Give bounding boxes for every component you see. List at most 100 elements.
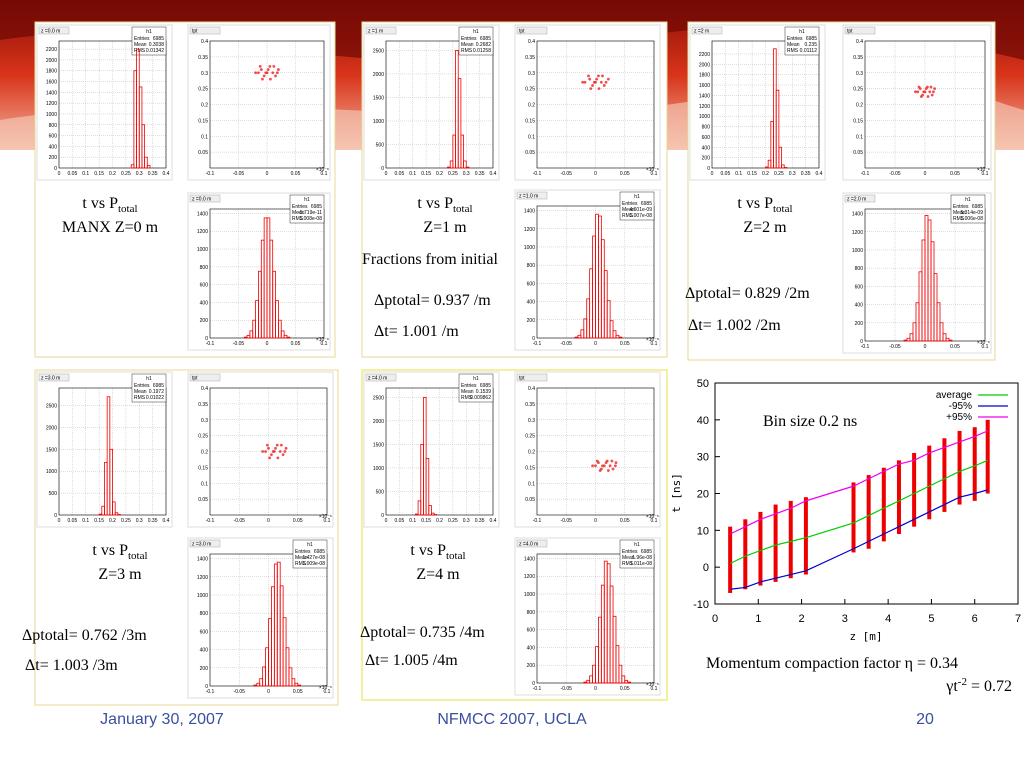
y-tick-label: 0.25 [525,434,535,440]
y-tick-label: 1200 [197,229,208,235]
y-tick-label: 600 [200,283,209,289]
x-tick-label: 0.1 [735,171,742,177]
range-bar [788,500,793,579]
scatter-point [261,77,264,81]
scatter-point [268,456,272,460]
hist-bin [280,330,285,339]
stats-box [784,26,820,56]
hist-bin [624,679,629,684]
y-tick-label: 0.05 [198,497,208,503]
stats-value: 0.235 [804,42,817,48]
stats-value: 5.314e-09 [960,210,983,216]
x-tick-label: 0 [266,341,269,347]
hist-bin [285,647,290,687]
hist-bin [291,678,296,687]
scatter-point [606,469,610,472]
y-tick-label: 0 [532,336,535,342]
scatter-point [598,469,602,472]
axis-exponent: ×10⁻⁶ [316,167,329,173]
scatter-point [272,65,276,68]
stats-box [289,194,325,224]
y-tick-label: 200 [49,155,58,161]
x-tick-label: 0.15 [421,518,431,524]
x-tick-label: 0.3 [789,171,796,177]
y-tick-label: 200 [527,663,536,669]
scatter-point [587,74,590,78]
plot-title: z =1 m [368,29,383,35]
x-tick-label: 0 [594,518,597,524]
y-tick-label: 1000 [524,245,535,251]
hist-bin [431,512,435,516]
stats-label: Entries [134,36,150,42]
caption: t vs Ptotal [82,195,137,215]
y-tick-label: 0.25 [853,87,863,93]
stats-label: RMS [134,48,146,54]
stats-label: RMS [622,561,634,567]
y-tick-label: 0.05 [525,497,535,503]
y-tick-label: 400 [49,144,58,150]
y-tick-label: 1000 [852,248,863,254]
y-axis-label: t [ns] [670,473,683,513]
x-tick-label: 0 [594,686,597,692]
axes-frame [58,40,167,169]
hist-bin [948,339,953,342]
compaction-line: Momentum compaction factor η = 0.34 [706,655,958,672]
scatter-point [929,85,933,89]
x-tick-label: 0.4 [163,171,170,177]
hist-bin [146,164,151,169]
y-tick-label: 0.4 [856,39,863,45]
plot-title-box [516,539,548,548]
caption: t vs Ptotal [737,195,792,215]
stats-value: 6985 [311,204,322,210]
y-tick-label: 1000 [373,466,384,472]
y-tick-label: 600 [527,628,536,634]
stats-box [619,191,655,221]
scatter-point [916,90,920,94]
stats-label: Entries [295,549,311,555]
x-tick-label: 0.35 [148,518,158,524]
y-tick-label: 0.15 [853,118,863,124]
plot-title: z =0.0 m [41,29,60,35]
hist-bin [112,501,116,516]
scatter-point [266,68,270,71]
stats-label: Entries [461,383,477,389]
y-tick-label: 0.25 [198,87,208,93]
y-tick-label: 40 [697,415,709,427]
x-tick-label: 0.2 [762,171,769,177]
hist-bin [627,681,631,684]
stats-label: RMS [622,213,634,219]
stats-box [458,26,494,56]
scatter-point [591,464,594,468]
stats-value: 0.01112 [800,48,818,54]
stats-label: RMS [953,216,965,222]
plot-title-box [189,539,221,548]
scatter-point [284,446,288,450]
scatter-point [926,95,930,98]
y-tick-label: 400 [855,303,864,309]
plot-frame [842,24,992,181]
stats-value: 6985 [972,204,983,210]
caption-main: t vs P [410,542,446,559]
scatter-point [591,84,594,87]
scatter-point [595,459,599,463]
plot-title: z =2.0 m [847,197,866,203]
footer-date: January 30, 2007 [100,711,224,728]
y-tick-label: 0.15 [525,465,535,471]
y-tick-label: 800 [527,263,536,269]
y-tick-label: 0 [707,166,710,172]
plot-title: tpt [192,376,198,382]
scatter-point [601,74,604,78]
x-tick-label: 0.4 [490,171,497,177]
scatter-point [265,443,269,447]
y-tick-label: 0.25 [525,87,535,93]
stats-label: Mean [622,555,635,561]
y-tick-label: 1000 [373,119,384,125]
y-tick-label: 0.2 [528,450,535,456]
x-tick-label: 0.1 [982,344,989,350]
series-line [730,489,988,590]
scatter-point [264,450,267,453]
hist-bin [288,667,293,687]
y-tick-label: 0.2 [201,450,208,456]
x-tick-label: 0.2 [436,518,443,524]
y-tick-label: 800 [855,266,864,272]
